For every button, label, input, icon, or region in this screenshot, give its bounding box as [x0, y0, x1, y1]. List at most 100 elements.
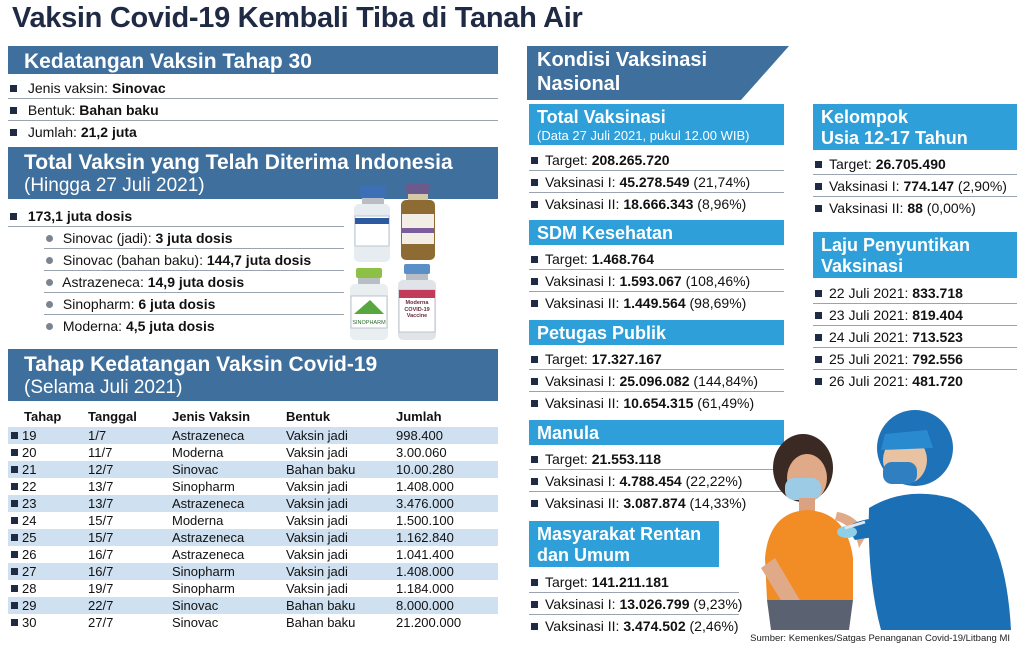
cell-jenis: Astrazeneca [172, 547, 245, 562]
tahap-header: Tahap Kedatangan Vaksin Covid-19 (Selama… [8, 349, 498, 401]
table-row: 25 15/7 Astrazeneca Vaksin jadi 1.162.840 [8, 529, 498, 546]
cell-tanggal: 13/7 [88, 496, 114, 511]
cell-bentuk: Vaksin jadi [286, 564, 348, 579]
cell-tahap: 19 [22, 428, 37, 443]
cell-bentuk: Vaksin jadi [286, 581, 348, 596]
diterima-astrazeneca: Astrazeneca: 14,9 juta dosis [44, 272, 344, 293]
cell-jumlah: 10.00.280 [396, 462, 454, 477]
rentan-stat-row: Target: 141.211.181 [529, 572, 739, 593]
cell-jumlah: 1.162.840 [396, 530, 454, 545]
usia-stat-row: Vaksinasi I: 774.147 (2,90%) [813, 176, 1017, 197]
total-diterima-header: Total Vaksin yang Telah Diterima Indones… [8, 147, 498, 199]
petugas-stat-row: Vaksinasi I: 25.096.082 (144,84%) [529, 371, 784, 392]
laju-stat-row: 26 Juli 2021: 481.720 [813, 371, 1017, 391]
cell-jenis: Sinopharm [172, 479, 235, 494]
cell-jumlah: 3.476.000 [396, 496, 454, 511]
petugas-header: Petugas Publik [529, 320, 784, 345]
table-row: 20 11/7 Moderna Vaksin jadi 3.00.060 [8, 444, 498, 461]
cell-jenis: Sinovac [172, 598, 219, 613]
cell-jenis: Sinovac [172, 615, 219, 630]
cell-jumlah: 3.00.060 [396, 445, 447, 460]
rentan-stat-row: Vaksinasi I: 13.026.799 (9,23%) [529, 594, 742, 615]
kondisi-title: Kondisi Vaksinasi Nasional [537, 49, 708, 95]
vial-moderna-label: Moderna COVID-19 Vaccine [404, 300, 430, 319]
cell-tahap: 27 [22, 564, 37, 579]
cell-jumlah: 998.400 [396, 428, 443, 443]
cell-jenis: Astrazeneca [172, 428, 245, 443]
cell-bentuk: Vaksin jadi [286, 479, 348, 494]
tahap-title: Tahap Kedatangan Vaksin Covid-19 [24, 353, 378, 376]
vial-astrazeneca-icon [401, 184, 435, 260]
rentan-header: Masyarakat Rentan dan Umum [529, 521, 719, 567]
th-tanggal: Tanggal [88, 409, 137, 424]
cell-bentuk: Vaksin jadi [286, 547, 348, 562]
laju-stat-row: 23 Juli 2021: 819.404 [813, 305, 1017, 326]
table-row: 27 16/7 Sinopharm Vaksin jadi 1.408.000 [8, 563, 498, 580]
page-title: Vaksin Covid-19 Kembali Tiba di Tanah Ai… [12, 2, 583, 34]
cell-tanggal: 1/7 [88, 428, 107, 443]
cell-tahap: 24 [22, 513, 37, 528]
vaccine-vials-illustration: SINOPHARM Moderna COVID-19 Vaccine [350, 184, 436, 340]
total_vaksinasi-stat-row: Vaksinasi I: 45.278.549 (21,74%) [529, 172, 784, 193]
vial-moderna-icon: Moderna COVID-19 Vaccine [398, 264, 436, 340]
cell-jumlah: 8.000.000 [396, 598, 454, 613]
cell-jenis: Moderna [172, 445, 224, 460]
table-row: 23 13/7 Astrazeneca Vaksin jadi 3.476.000 [8, 495, 498, 512]
diterima-sinopharm: Sinopharm: 6 juta dosis [44, 294, 344, 315]
laju-stat-row: 22 Juli 2021: 833.718 [813, 283, 1017, 304]
cell-tahap: 26 [22, 547, 37, 562]
laju-stat-row: 24 Juli 2021: 713.523 [813, 327, 1017, 348]
cell-jumlah: 1.408.000 [396, 479, 454, 494]
kedatangan-jenis: Jenis vaksin: Sinovac [8, 78, 498, 99]
cell-tanggal: 11/7 [88, 445, 113, 460]
cell-tahap: 23 [22, 496, 37, 511]
kondisi-banner-shape [527, 46, 789, 100]
cell-tanggal: 13/7 [88, 479, 114, 494]
vial-sinovac-icon [354, 186, 390, 262]
laju-stat-row: 25 Juli 2021: 792.556 [813, 349, 1017, 370]
cell-tanggal: 15/7 [88, 530, 114, 545]
table-row: 22 13/7 Sinopharm Vaksin jadi 1.408.000 [8, 478, 498, 495]
total-diterima-title: Total Vaksin yang Telah Diterima Indones… [24, 151, 453, 174]
cell-tahap: 21 [22, 462, 37, 477]
usia-stat-row: Vaksinasi II: 88 (0,00%) [813, 198, 1017, 218]
manula-header: Manula [529, 420, 784, 445]
total_vaksinasi-stat-row: Vaksinasi II: 18.666.343 (8,96%) [529, 194, 784, 214]
th-jumlah: Jumlah [396, 409, 442, 424]
table-header: Tahap Tanggal Jenis Vaksin Bentuk Jumlah [8, 407, 498, 427]
cell-bentuk: Bahan baku [286, 615, 356, 630]
table-row: 24 15/7 Moderna Vaksin jadi 1.500.100 [8, 512, 498, 529]
kedatangan-bentuk: Bentuk: Bahan baku [8, 100, 498, 121]
cell-tanggal: 15/7 [88, 513, 114, 528]
cell-bentuk: Vaksin jadi [286, 428, 348, 443]
cell-jenis: Moderna [172, 513, 224, 528]
vaccination-illustration [761, 410, 1011, 630]
petugas-stat-row: Target: 17.327.167 [529, 349, 784, 370]
cell-tanggal: 16/7 [88, 547, 114, 562]
cell-tanggal: 27/7 [88, 615, 114, 630]
table-row: 28 19/7 Sinopharm Vaksin jadi 1.184.000 [8, 580, 498, 597]
cell-tahap: 22 [22, 479, 37, 494]
cell-jenis: Sinopharm [172, 564, 235, 579]
table-body: 19 1/7 Astrazeneca Vaksin jadi 998.400 20 11/7… [8, 427, 498, 631]
sdm-stat-row: Vaksinasi II: 1.449.564 (98,69%) [529, 293, 784, 313]
cell-bentuk: Vaksin jadi [286, 496, 348, 511]
cell-jenis: Astrazeneca [172, 496, 245, 511]
usia-stat-row: Target: 26.705.490 [813, 154, 1017, 175]
vial-sinopharm-label: SINOPHARM [352, 320, 386, 326]
cell-bentuk: Vaksin jadi [286, 445, 348, 460]
th-jenis: Jenis Vaksin [172, 409, 251, 424]
cell-bentuk: Vaksin jadi [286, 530, 348, 545]
sdm-stat-row: Vaksinasi I: 1.593.067 (108,46%) [529, 271, 784, 292]
tahap-subtitle: (Selama Juli 2021) [24, 377, 183, 398]
kedatangan-title: Kedatangan Vaksin Tahap 30 [24, 50, 312, 73]
cell-tahap: 20 [22, 445, 37, 460]
cell-tahap: 29 [22, 598, 37, 613]
cell-tanggal: 22/7 [88, 598, 114, 613]
manula-stat-row: Target: 21.553.118 [529, 449, 784, 470]
table-row: 26 16/7 Astrazeneca Vaksin jadi 1.041.400 [8, 546, 498, 563]
patient-icon [761, 434, 867, 630]
rentan-stat-row: Vaksinasi II: 3.474.502 (2,46%) [529, 616, 739, 636]
kedatangan-jumlah: Jumlah: 21,2 juta [8, 122, 498, 142]
manula-stat-row: Vaksinasi I: 4.788.454 (22,22%) [529, 471, 784, 492]
